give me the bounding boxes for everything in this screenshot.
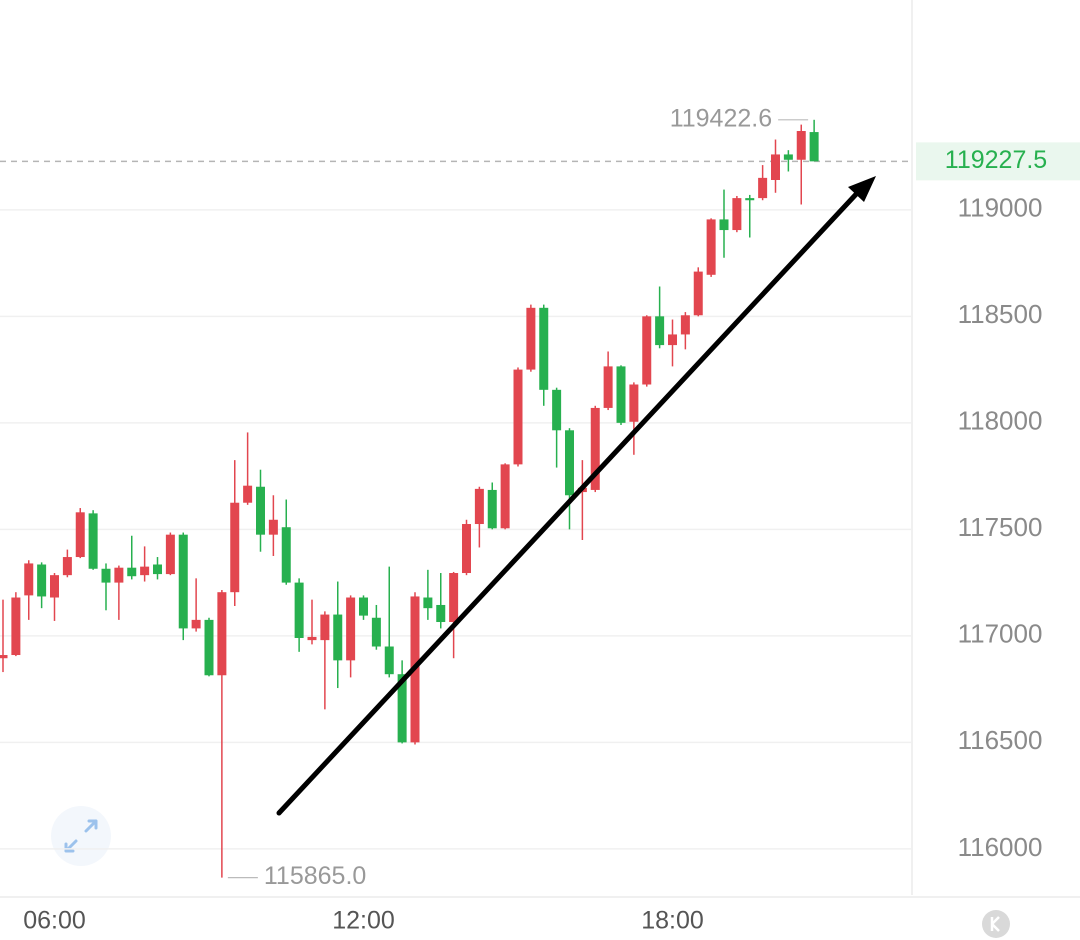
candle-body xyxy=(680,315,690,335)
candle-body xyxy=(732,198,742,231)
x-tick-label: 06:00 xyxy=(23,907,86,935)
candle-body xyxy=(526,307,536,370)
candle-body xyxy=(165,534,175,575)
candle-body xyxy=(693,271,703,316)
candle-body xyxy=(256,486,265,535)
candle-body xyxy=(603,366,613,408)
low-marker-label: 115865.0 xyxy=(264,862,366,890)
candle-body xyxy=(423,597,433,609)
last-price-badge xyxy=(916,142,1080,181)
y-tick-label: 116000 xyxy=(958,832,1043,862)
candle-body xyxy=(513,369,523,465)
candle-body xyxy=(62,557,72,576)
candle-body xyxy=(384,646,394,675)
candle-body xyxy=(359,597,368,616)
candle-body xyxy=(449,573,459,623)
candle-body xyxy=(668,334,677,346)
y-tick-label: 117500 xyxy=(958,512,1043,542)
candle-body xyxy=(758,177,768,199)
candle-body xyxy=(153,564,162,575)
candle-body xyxy=(655,316,665,346)
trend-arrow-head xyxy=(848,176,876,202)
candle-body xyxy=(75,512,85,558)
candle-body xyxy=(140,566,150,576)
candle-body xyxy=(590,407,600,490)
candle-body xyxy=(127,567,137,577)
candle-body xyxy=(204,619,214,676)
candle-body xyxy=(333,614,343,661)
candle-body xyxy=(796,131,806,160)
candle-body xyxy=(37,564,47,597)
expand-button[interactable] xyxy=(51,806,111,866)
candle-body xyxy=(0,655,8,659)
grid xyxy=(0,209,912,850)
x-tick-label: 12:00 xyxy=(332,907,395,935)
kline-button-bg xyxy=(982,910,1010,938)
candle-body xyxy=(50,575,59,598)
candle-body xyxy=(706,219,716,275)
candle-body xyxy=(719,219,729,231)
candle-body xyxy=(616,366,626,423)
candle-body xyxy=(230,502,240,593)
candle-body xyxy=(539,307,549,390)
kline-icon xyxy=(990,916,1000,932)
candle-body xyxy=(114,567,124,583)
candle-body xyxy=(462,524,471,574)
y-tick-label: 118500 xyxy=(958,299,1043,329)
y-tick-label: 117000 xyxy=(958,619,1043,649)
candle-body xyxy=(294,582,304,638)
kline-button[interactable] xyxy=(982,910,1010,938)
candle-body xyxy=(307,636,317,641)
candle-body xyxy=(281,527,291,583)
candles xyxy=(0,119,819,878)
x-tick-label: 18:00 xyxy=(641,907,704,935)
candle-body xyxy=(771,154,780,180)
expand-button-bg xyxy=(51,806,111,866)
last-price-label: 119227.5 xyxy=(945,146,1047,174)
y-tick-label: 118000 xyxy=(958,406,1043,436)
high-marker-label: 119422.6 xyxy=(670,104,772,132)
candle-body xyxy=(24,563,34,596)
candle-body xyxy=(809,132,819,162)
candle-body xyxy=(346,597,356,661)
candle-body xyxy=(243,485,253,503)
expand-icon xyxy=(64,819,98,853)
candle-body xyxy=(191,619,201,629)
y-tick-label: 116500 xyxy=(958,725,1043,755)
trend-arrow xyxy=(276,187,863,816)
candle-body xyxy=(88,513,98,569)
candle-body xyxy=(552,389,562,431)
candle-body xyxy=(320,614,330,641)
candle-body xyxy=(178,534,188,629)
candle-body xyxy=(565,430,574,496)
candle-body xyxy=(217,592,227,676)
candle-body xyxy=(642,316,652,385)
y-tick-label: 119000 xyxy=(958,193,1043,223)
candle-body xyxy=(11,597,21,656)
candle-body xyxy=(101,568,111,583)
candle-body xyxy=(629,384,639,422)
candle-body xyxy=(745,198,755,201)
candle-body xyxy=(474,488,484,525)
candle-body xyxy=(500,464,510,529)
candle-body xyxy=(397,674,407,743)
candle-body xyxy=(783,154,793,160)
candle-body xyxy=(487,489,497,529)
candle-body xyxy=(371,617,381,647)
candle-body xyxy=(268,519,278,535)
candle-body xyxy=(436,604,446,623)
